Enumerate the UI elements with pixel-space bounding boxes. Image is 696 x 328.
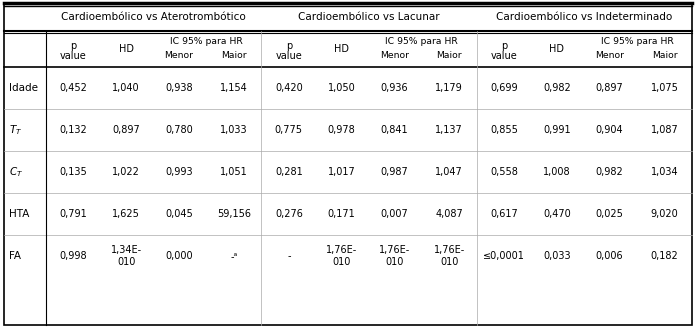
Text: Cardioembólico vs Aterotrombótico: Cardioembólico vs Aterotrombótico [61, 12, 246, 22]
Text: 0,982: 0,982 [596, 167, 624, 177]
Text: -: - [287, 251, 291, 261]
Text: 1,137: 1,137 [435, 125, 463, 135]
Text: Maior: Maior [651, 51, 677, 60]
Text: FA: FA [9, 251, 21, 261]
Text: 0,135: 0,135 [60, 167, 88, 177]
Text: HD: HD [118, 44, 134, 54]
Text: 0,420: 0,420 [275, 83, 303, 93]
Text: 0,452: 0,452 [60, 83, 88, 93]
Text: 0,699: 0,699 [491, 83, 518, 93]
Text: IC 95% para HR: IC 95% para HR [386, 37, 458, 47]
Text: 0,936: 0,936 [380, 83, 408, 93]
Text: 0,132: 0,132 [60, 125, 88, 135]
Text: p: p [286, 41, 292, 51]
Text: 0,558: 0,558 [490, 167, 518, 177]
Text: p: p [501, 41, 507, 51]
Text: 0,007: 0,007 [380, 209, 408, 219]
Text: 0,982: 0,982 [543, 83, 571, 93]
Text: $T_T$: $T_T$ [9, 123, 22, 137]
Text: Menor: Menor [595, 51, 624, 60]
Text: 1,047: 1,047 [435, 167, 463, 177]
Text: 9,020: 9,020 [651, 209, 679, 219]
Text: 1,625: 1,625 [112, 209, 140, 219]
Text: 1,051: 1,051 [220, 167, 248, 177]
Text: 0,025: 0,025 [596, 209, 624, 219]
Text: 0,897: 0,897 [596, 83, 624, 93]
Text: 0,281: 0,281 [275, 167, 303, 177]
Text: 0,998: 0,998 [60, 251, 87, 261]
Text: 1,76E-
010: 1,76E- 010 [379, 245, 410, 267]
Text: 0,791: 0,791 [60, 209, 88, 219]
Text: 0,938: 0,938 [165, 83, 193, 93]
Text: 1,033: 1,033 [220, 125, 248, 135]
Text: 1,34E-
010: 1,34E- 010 [111, 245, 142, 267]
Text: 0,276: 0,276 [275, 209, 303, 219]
Text: 1,022: 1,022 [112, 167, 140, 177]
Text: 0,045: 0,045 [165, 209, 193, 219]
Text: IC 95% para HR: IC 95% para HR [601, 37, 673, 47]
Text: 0,991: 0,991 [543, 125, 571, 135]
Text: 0,006: 0,006 [596, 251, 624, 261]
Text: 0,000: 0,000 [165, 251, 193, 261]
Text: 0,171: 0,171 [328, 209, 356, 219]
Text: Menor: Menor [164, 51, 193, 60]
Text: 0,617: 0,617 [490, 209, 518, 219]
Text: 1,034: 1,034 [651, 167, 679, 177]
Text: p: p [70, 41, 77, 51]
Text: Cardioembólico vs Lacunar: Cardioembólico vs Lacunar [298, 12, 440, 22]
Text: 0,775: 0,775 [275, 125, 303, 135]
Text: 1,040: 1,040 [112, 83, 140, 93]
Text: $C_T$: $C_T$ [9, 165, 23, 179]
Text: 0,993: 0,993 [165, 167, 193, 177]
Text: 0,897: 0,897 [112, 125, 140, 135]
Text: 0,855: 0,855 [490, 125, 518, 135]
Text: 1,179: 1,179 [435, 83, 463, 93]
Text: Maior: Maior [436, 51, 462, 60]
Text: 0,780: 0,780 [165, 125, 193, 135]
Text: 1,050: 1,050 [328, 83, 356, 93]
Text: HD: HD [334, 44, 349, 54]
Text: 0,904: 0,904 [596, 125, 624, 135]
Text: 1,76E-
010: 1,76E- 010 [434, 245, 465, 267]
Text: 0,470: 0,470 [543, 209, 571, 219]
Text: Cardioembólico vs Indeterminado: Cardioembólico vs Indeterminado [496, 12, 672, 22]
Text: 1,017: 1,017 [328, 167, 356, 177]
Text: 0,987: 0,987 [380, 167, 408, 177]
Text: 1,087: 1,087 [651, 125, 679, 135]
Text: value: value [276, 51, 302, 61]
Text: HD: HD [549, 44, 564, 54]
Text: 0,182: 0,182 [651, 251, 679, 261]
Text: IC 95% para HR: IC 95% para HR [170, 37, 243, 47]
Text: 0,841: 0,841 [380, 125, 408, 135]
Text: 59,156: 59,156 [217, 209, 251, 219]
Text: ≤0,0001: ≤0,0001 [483, 251, 525, 261]
Text: value: value [60, 51, 87, 61]
Text: 1,76E-
010: 1,76E- 010 [326, 245, 357, 267]
Text: 0,033: 0,033 [543, 251, 571, 261]
Text: 1,008: 1,008 [543, 167, 571, 177]
Text: Idade: Idade [9, 83, 38, 93]
Text: 4,087: 4,087 [435, 209, 463, 219]
Text: Menor: Menor [379, 51, 409, 60]
Text: 1,075: 1,075 [651, 83, 679, 93]
Text: 1,154: 1,154 [220, 83, 248, 93]
Text: HTA: HTA [9, 209, 29, 219]
Text: -ᵃ: -ᵃ [230, 251, 237, 261]
Text: 0,978: 0,978 [328, 125, 356, 135]
Text: Maior: Maior [221, 51, 246, 60]
Text: value: value [491, 51, 518, 61]
